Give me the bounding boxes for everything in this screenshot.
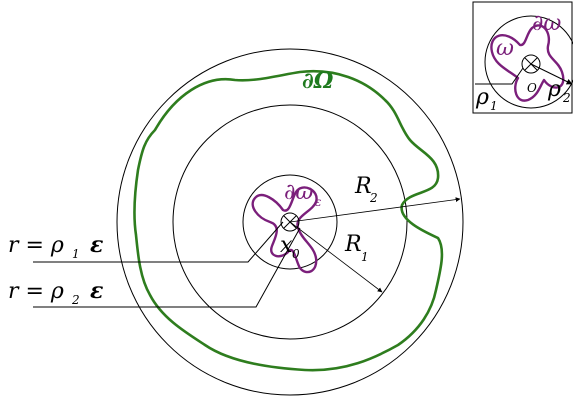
inset-origin-label: O xyxy=(527,81,537,95)
rho2-label: r = ρ xyxy=(8,279,64,304)
radius-R1-subscript: 1 xyxy=(361,250,369,264)
rho1-leader-line xyxy=(33,221,284,263)
inset-omega-curve xyxy=(490,24,565,102)
omega-boundary-label: ∂Ω xyxy=(302,68,334,94)
inset-rho1-subscript: 1 xyxy=(490,99,498,113)
rho1-subscript: 1 xyxy=(72,247,80,261)
inset-rho1-label: ρ xyxy=(475,85,489,110)
small-boundary-label: ∂ω xyxy=(284,180,313,205)
inset-panel: ω ∂ω O ρ 1 ρ 2 xyxy=(472,1,573,114)
small-boundary-curve xyxy=(251,186,318,274)
small-boundary-subscript: ε xyxy=(315,195,321,209)
center-subscript: 0 xyxy=(292,247,300,261)
rho2-subscript: 2 xyxy=(71,293,80,307)
outer-circle-R2 xyxy=(116,48,464,396)
middle-circle-R1 xyxy=(172,104,408,340)
radius-R2-label: R xyxy=(354,174,372,199)
inset-cross-circle-icon xyxy=(521,54,541,74)
rho1-epsilon: ε xyxy=(90,232,103,258)
radius-R1-arrow xyxy=(289,221,383,293)
rho2-epsilon: ε xyxy=(90,278,103,304)
radius-R2-arrow xyxy=(289,197,461,223)
radius-R2-subscript: 2 xyxy=(369,191,378,205)
rho2-leader-line xyxy=(33,227,301,308)
omega-boundary-curve xyxy=(133,69,444,372)
inset-rho2-label: ρ xyxy=(547,77,561,102)
inset-boundary-label: ∂ω xyxy=(532,11,561,36)
inset-omega-label: ω xyxy=(496,36,514,61)
center-label: x xyxy=(280,233,293,258)
radius-R1-label: R xyxy=(344,232,362,257)
inset-rho2-subscript: 2 xyxy=(562,91,571,105)
inset-rho1-leader xyxy=(475,67,524,85)
inner-circle-rho2 xyxy=(242,174,338,270)
inset-rho2-arrow xyxy=(530,63,573,85)
rho1-label: r = ρ xyxy=(8,233,64,258)
